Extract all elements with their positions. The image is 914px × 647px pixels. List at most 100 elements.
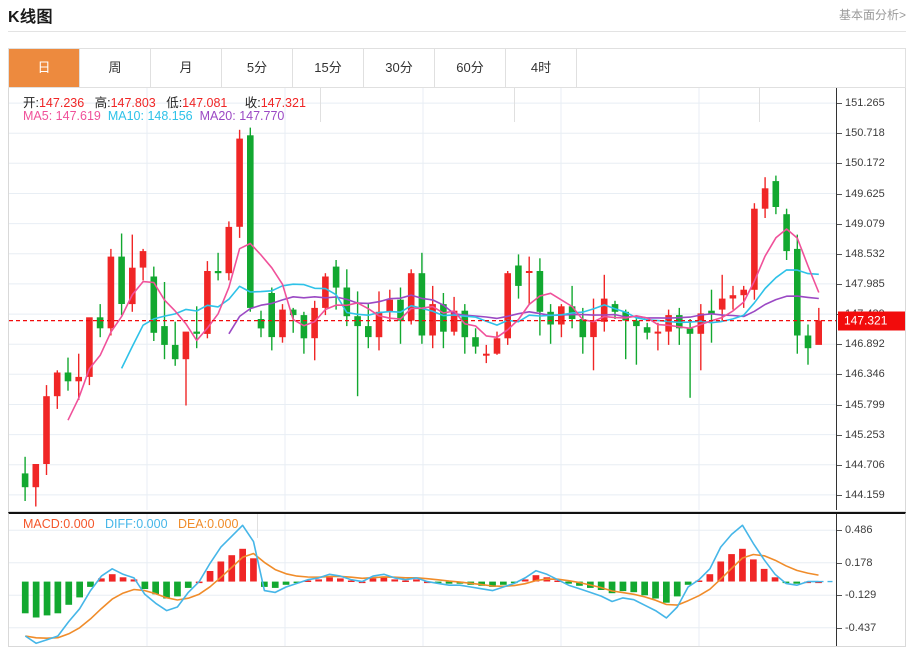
macd-bar bbox=[434, 581, 442, 584]
candle-body bbox=[64, 372, 72, 382]
candle-body bbox=[483, 353, 490, 356]
candle-body bbox=[815, 320, 822, 345]
low-value: 147.081 bbox=[182, 96, 228, 110]
tab-7[interactable]: 4时 bbox=[506, 49, 577, 87]
price-axis: 151.265 150.718 150.172 149.625 149.079 148.5… bbox=[836, 88, 905, 510]
macd-tick-label-2: -0.129 bbox=[845, 589, 877, 602]
candle-body bbox=[236, 138, 243, 227]
dea-label: DEA: bbox=[177, 517, 208, 531]
candle-body bbox=[43, 396, 50, 464]
macd-bar bbox=[163, 581, 170, 599]
price-tick-label-0: 151.265 bbox=[845, 97, 885, 110]
macd-bar bbox=[684, 581, 692, 585]
macd-bar bbox=[141, 581, 149, 589]
macd-tick-1 bbox=[837, 562, 842, 564]
tab-4[interactable]: 15分 bbox=[293, 49, 364, 87]
macd-bar bbox=[576, 581, 583, 586]
macd-bar bbox=[391, 579, 399, 582]
price-tick-label-11: 145.253 bbox=[845, 428, 885, 441]
tabbar-filler bbox=[577, 49, 905, 87]
candle-body bbox=[729, 295, 737, 299]
candle-body bbox=[375, 311, 383, 338]
macd-bar bbox=[641, 581, 648, 596]
high-value: 147.803 bbox=[110, 96, 156, 110]
tab-0[interactable]: 日 bbox=[9, 49, 80, 87]
macd-bar bbox=[65, 581, 73, 605]
price-tick-5 bbox=[837, 253, 842, 255]
macd-bar bbox=[597, 581, 605, 590]
macd-label: MACD: bbox=[23, 517, 64, 531]
ma20-value: 147.770 bbox=[239, 109, 285, 123]
macd-tick-label-1: 0.178 bbox=[845, 556, 873, 569]
candle-body bbox=[450, 310, 458, 332]
macd-bar bbox=[206, 571, 214, 582]
price-tick-2 bbox=[837, 163, 842, 165]
macd-bar bbox=[793, 581, 801, 584]
candle-body bbox=[193, 331, 200, 334]
candle-body bbox=[718, 298, 726, 310]
price-tick-3 bbox=[837, 193, 842, 195]
candle-body bbox=[86, 317, 93, 377]
candle-body bbox=[311, 307, 318, 339]
macd-tick-2 bbox=[837, 595, 842, 597]
ma5-line bbox=[67, 228, 820, 421]
page-title: K线图 bbox=[8, 9, 54, 26]
candle-body bbox=[547, 311, 554, 325]
macd-bar bbox=[184, 581, 192, 588]
tab-2[interactable]: 月 bbox=[151, 49, 222, 87]
candle-body bbox=[386, 299, 393, 312]
candle-body bbox=[740, 289, 747, 296]
macd-bar bbox=[271, 581, 279, 588]
price-tick-0 bbox=[837, 103, 842, 105]
candle-body bbox=[268, 293, 275, 338]
candle-body bbox=[504, 273, 511, 339]
price-tick-1 bbox=[837, 133, 842, 135]
fundamental-analysis-link[interactable]: 基本面分析> bbox=[838, 8, 906, 22]
macd-histogram-plot[interactable] bbox=[9, 514, 837, 647]
tab-5[interactable]: 30分 bbox=[364, 49, 435, 87]
macd-tick-3 bbox=[837, 627, 842, 629]
candle-body bbox=[472, 337, 479, 347]
macd-bar bbox=[445, 581, 453, 584]
ma5-value: 147.619 bbox=[55, 109, 101, 123]
candle-body bbox=[343, 287, 351, 317]
diff-label: DIFF: bbox=[104, 517, 137, 531]
macd-bar bbox=[554, 580, 562, 582]
candle-body bbox=[783, 214, 790, 252]
price-tick-label-12: 144.706 bbox=[845, 458, 885, 471]
candlestick-plot[interactable] bbox=[9, 88, 837, 510]
price-tick-label-6: 147.985 bbox=[845, 277, 885, 290]
macd-bar bbox=[413, 579, 420, 582]
candle-body bbox=[300, 315, 308, 339]
price-tick-label-1: 150.718 bbox=[845, 127, 885, 140]
dea-value: 0.000 bbox=[207, 517, 239, 531]
macd-bar bbox=[347, 580, 355, 582]
price-tick-4 bbox=[837, 223, 842, 225]
low-label: 低: bbox=[166, 96, 183, 110]
candle-body bbox=[161, 326, 168, 345]
ma10-value: 148.156 bbox=[147, 109, 193, 123]
macd-bar bbox=[717, 561, 725, 582]
macd-bar bbox=[32, 581, 40, 618]
timeframe-tabbar[interactable]: 日周月 5分 15分 30分 60分 4时 bbox=[8, 48, 906, 88]
price-chart-pane: 开:147.236 高:147.803 低:147.081 收:147.321 … bbox=[8, 88, 906, 512]
macd-bar bbox=[217, 561, 225, 582]
macd-bar bbox=[750, 559, 757, 582]
candle-body bbox=[96, 317, 104, 329]
candle-body bbox=[279, 309, 286, 338]
candle-body bbox=[429, 304, 436, 336]
price-tick-label-10: 145.799 bbox=[845, 398, 885, 411]
macd-bar bbox=[282, 581, 290, 585]
candle-body bbox=[397, 299, 404, 321]
tab-6[interactable]: 60分 bbox=[435, 49, 506, 87]
ma10-line bbox=[120, 269, 819, 369]
candle-body bbox=[182, 331, 190, 360]
macd-bar bbox=[815, 581, 822, 584]
candle-body bbox=[332, 266, 340, 288]
tab-3[interactable]: 5分 bbox=[222, 49, 293, 87]
macd-tick-label-3: -0.437 bbox=[845, 621, 877, 634]
dea-line bbox=[25, 552, 819, 639]
macd-legend: MACD:0.000 DIFF:0.000 DEA:0.000 bbox=[23, 517, 238, 531]
macd-bar bbox=[695, 580, 703, 582]
tab-1[interactable]: 周 bbox=[80, 49, 151, 87]
